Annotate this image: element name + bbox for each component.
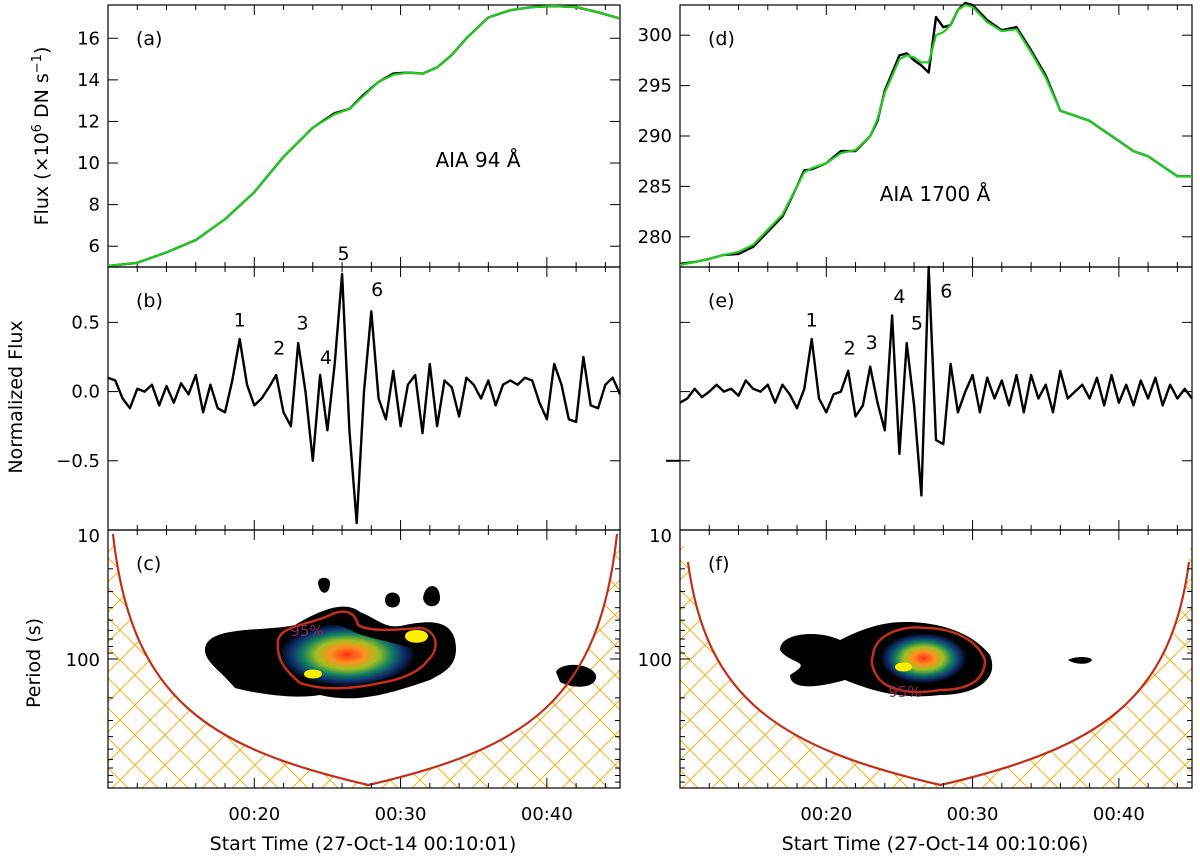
y-tick-label: 10 [77, 526, 100, 547]
plot-frame [679, 4, 1193, 268]
y-tick-label: 6 [89, 236, 100, 257]
y-tick-label: 14 [77, 70, 100, 91]
power-region-small [318, 577, 330, 593]
x-tick-label: 00:20 [228, 804, 280, 825]
y-tick-label: 0.0 [71, 382, 100, 403]
power-region-small [385, 592, 400, 608]
power-region-peak [405, 630, 428, 643]
significance-contour-95 [870, 626, 987, 694]
series-line [107, 272, 622, 525]
smoothed-series-line [679, 3, 1192, 267]
y-tick-label: 100 [66, 650, 100, 671]
peak-label: 4 [320, 347, 332, 369]
y-tick-label: 300 [638, 25, 672, 46]
significance-contour-95 [276, 610, 437, 690]
raw-series-line [107, 4, 621, 268]
y-tick-label: 280 [638, 227, 672, 248]
y-tick-label: 100 [638, 650, 672, 671]
peak-label: 6 [371, 279, 383, 301]
power-region-small [423, 586, 440, 607]
y-tick-label: 285 [638, 176, 672, 197]
coi-hatch [108, 530, 620, 788]
peak-label: 3 [866, 332, 878, 354]
contour-level-label: 95% [888, 683, 921, 701]
xlabel-left: Start Time (27-Oct-14 00:10:01) [210, 833, 517, 855]
panel-b: (b) −0.5 0.0 0.5 1 234 56 [56, 243, 622, 531]
panel-label: (c) [136, 553, 161, 575]
series-line [679, 265, 1193, 497]
y-tick-label: 12 [77, 111, 100, 132]
panel-label: (b) [136, 290, 163, 312]
panel-a: (a) 6 8 10 12 14 16 AIA 94 Å [77, 4, 621, 268]
panel-f: 95% (f) 00:20 00:30 00:40 10 100 [638, 526, 1193, 825]
y-tick-label: −0.5 [56, 451, 100, 472]
y-tick-label: 10 [77, 153, 100, 174]
x-tick-label: 00:40 [521, 804, 573, 825]
raw-series-line [679, 1, 1192, 266]
plot-frame [107, 4, 621, 268]
y-tick-label: 16 [77, 28, 100, 49]
power-region-peak [895, 662, 912, 672]
y-tick-label: 10 [649, 526, 672, 547]
period-ylabel: Period (s) [23, 618, 45, 708]
y-tick-label: 0.5 [71, 312, 100, 333]
peak-label: 6 [940, 281, 952, 303]
x-tick-label: 00:30 [947, 804, 999, 825]
y-tick-label: 295 [638, 76, 672, 97]
peak-label: 2 [273, 337, 285, 359]
flux-ylabel: Flux (×106 DN s−1) [30, 47, 53, 226]
peak-label: 1 [806, 310, 818, 332]
y-tick-label: 290 [638, 126, 672, 147]
peak-label: 5 [911, 312, 923, 334]
power-region-right [1068, 657, 1092, 664]
cone-of-influence-line [111, 533, 619, 787]
contour-level-label: 95% [290, 622, 323, 640]
y-tick-label: 8 [89, 195, 100, 216]
plot-frame [679, 266, 1193, 531]
panel-c: 95% (c) 00:20 00:30 00:40 10 100 [66, 526, 621, 825]
xlabel-right: Start Time (27-Oct-14 00:10:06) [782, 833, 1089, 855]
peak-label: 1 [234, 310, 246, 332]
panel-label: (f) [708, 553, 730, 575]
power-region-right [556, 664, 597, 687]
panel-label: (a) [136, 28, 162, 50]
coi-hatch [680, 530, 1192, 788]
peak-label: 2 [844, 337, 856, 359]
panel-label: (d) [708, 28, 735, 50]
x-tick-label: 00:30 [375, 804, 427, 825]
normalized-flux-ylabel: Normalized Flux [5, 320, 27, 473]
instrument-annotation: AIA 94 Å [435, 148, 520, 172]
x-tick-label: 00:20 [800, 804, 852, 825]
peak-label: 5 [337, 243, 349, 265]
peak-label: 3 [297, 312, 309, 334]
panel-label: (e) [708, 290, 735, 312]
power-region-peak [304, 669, 322, 679]
peak-label: 4 [893, 286, 905, 308]
panel-e: (e) 1 2 3 456 [666, 265, 1193, 531]
panel-d: (d) 280 285 290 295 300 AIA 1700 Å [638, 1, 1193, 268]
smoothed-series-line [107, 4, 621, 268]
instrument-annotation: AIA 1700 Å [880, 182, 991, 206]
x-tick-label: 00:40 [1093, 804, 1145, 825]
cone-of-influence-line [686, 561, 1191, 787]
